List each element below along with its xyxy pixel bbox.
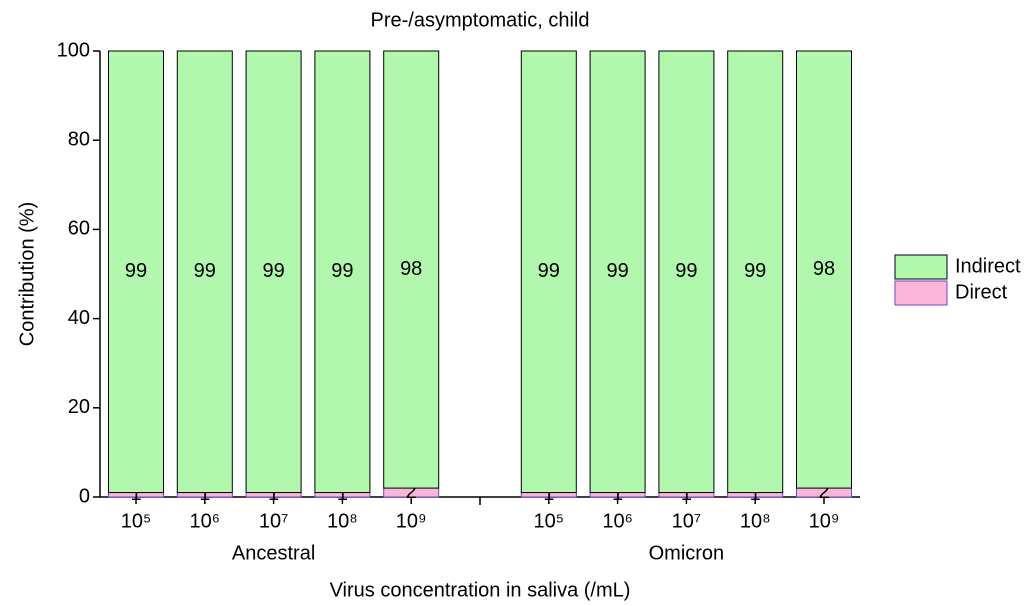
group-label: Omicron	[649, 542, 725, 564]
data-label: 1	[612, 483, 623, 505]
group-label: Ancestral	[232, 542, 315, 564]
y-tick-label: 100	[57, 39, 90, 61]
data-label: 99	[744, 260, 766, 282]
x-tick-label: 10⁷	[259, 510, 288, 532]
data-label: 1	[543, 483, 554, 505]
bar-segment	[314, 50, 371, 494]
data-label: 1	[681, 483, 692, 505]
x-tick-label: 10⁸	[740, 510, 771, 532]
bar-segment	[245, 50, 302, 494]
x-tick-label: 10⁵	[534, 510, 565, 532]
data-label: 98	[813, 258, 835, 280]
y-tick-label: 40	[68, 307, 90, 329]
bar-segment	[108, 50, 164, 494]
chart-title: Pre-/asymptomatic, child	[371, 9, 590, 31]
data-label: 99	[675, 260, 697, 282]
legend-label: Direct	[955, 281, 1008, 303]
legend-swatch	[894, 254, 948, 280]
data-label: 98	[400, 258, 422, 280]
x-tick-label: 10⁵	[121, 510, 152, 532]
y-tick-label: 20	[68, 396, 90, 418]
data-label: 2	[818, 481, 829, 503]
x-tick-label: 10⁸	[327, 510, 358, 532]
x-tick-label: 10⁶	[190, 510, 220, 532]
y-tick-label: 60	[68, 218, 90, 240]
bar-segment	[176, 50, 233, 494]
data-label: 99	[538, 260, 560, 282]
y-axis-label: Contribution (%)	[16, 202, 38, 347]
data-label: 99	[606, 260, 628, 282]
legend-swatch	[894, 280, 948, 306]
y-tick-label: 80	[68, 128, 90, 150]
bar-segment	[589, 50, 646, 494]
data-label: 1	[199, 483, 210, 505]
x-axis-label: Virus concentration in saliva (/mL)	[330, 579, 631, 601]
bar-segment	[727, 50, 784, 494]
bar-segment	[383, 50, 440, 489]
legend-label: Indirect	[955, 255, 1021, 277]
data-label: 99	[331, 260, 353, 282]
y-tick-label: 0	[79, 485, 90, 507]
data-label: 1	[750, 483, 761, 505]
data-label: 99	[194, 260, 216, 282]
bar-segment	[796, 50, 852, 489]
x-tick-label: 10⁶	[602, 510, 632, 532]
data-label: 2	[406, 481, 417, 503]
data-label: 1	[337, 483, 348, 505]
data-label: 99	[262, 260, 284, 282]
data-label: 1	[268, 483, 279, 505]
x-tick-label: 10⁹	[809, 510, 840, 532]
bar-segment	[520, 50, 577, 494]
bar-segment	[658, 50, 715, 494]
data-label: 99	[125, 260, 147, 282]
x-tick-label: 10⁷	[672, 510, 701, 532]
data-label: 1	[130, 483, 141, 505]
x-tick-label: 10⁹	[396, 510, 427, 532]
